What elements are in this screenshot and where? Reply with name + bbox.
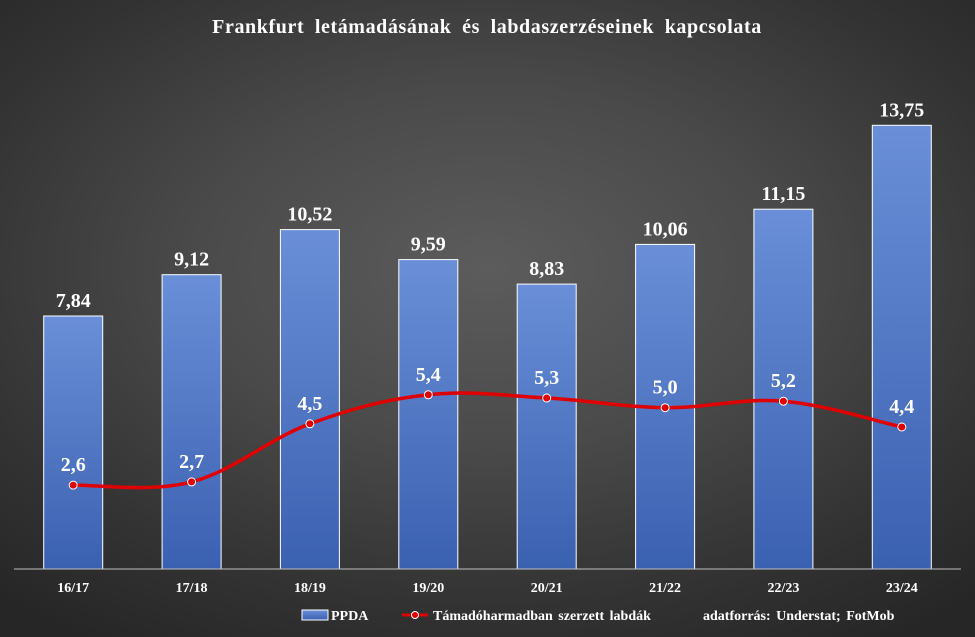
x-tick-label: 19/20	[412, 581, 444, 596]
x-tick-label: 17/18	[176, 581, 208, 596]
line-point	[897, 422, 907, 432]
bar-16-17	[43, 315, 104, 570]
line-point	[660, 403, 670, 413]
bar-value-label: 10,06	[643, 218, 688, 240]
legend-line-marker	[411, 611, 419, 619]
line-value-label: 2,6	[61, 454, 86, 476]
legend: PPDA Támadóharmadban szerzett labdák ada…	[301, 609, 895, 624]
bar-22-23	[753, 208, 814, 570]
legend-source-note: adatforrás: Understat; FotMob	[703, 609, 895, 624]
bar-value-label: 10,52	[287, 204, 332, 226]
line-value-label: 5,2	[771, 370, 796, 392]
x-tick-labels: 16/17 17/18 18/19 19/20 20/21 21/22 22/23 23/24	[57, 581, 917, 596]
line-value-label: 5,4	[416, 364, 441, 386]
legend-ppda-label: PPDA	[331, 609, 369, 624]
bar-value-label: 9,12	[174, 249, 209, 271]
line-value-label: 2,7	[179, 451, 204, 473]
line-point	[305, 419, 315, 429]
legend-line-label: Támadóharmadban szerzett labdák	[433, 609, 651, 624]
line-value-label: 4,5	[297, 393, 322, 415]
legend-ppda-swatch	[301, 609, 329, 621]
bar-value-label: 13,75	[879, 99, 924, 121]
line-point	[542, 393, 552, 403]
line-value-label: 5,0	[653, 377, 678, 399]
x-tick-label: 21/22	[649, 581, 681, 596]
bar-19-20	[398, 259, 459, 570]
line-point	[68, 480, 78, 490]
x-tick-label: 23/24	[886, 581, 918, 596]
line-point	[423, 390, 433, 400]
line-layer: 2,6 2,7 4,5 5,4 5,3 5,0 5,2 4,4	[61, 364, 914, 490]
line-value-label: 4,4	[889, 396, 914, 418]
x-tick-label: 18/19	[294, 581, 326, 596]
x-tick-label: 22/23	[767, 581, 799, 596]
line-value-label: 5,3	[534, 367, 559, 389]
bar-20-21	[516, 283, 577, 570]
x-tick-label: 16/17	[57, 581, 89, 596]
bar-value-label: 9,59	[411, 234, 446, 256]
line-series-path	[71, 391, 904, 490]
bar-value-label: 7,84	[56, 290, 91, 312]
x-tick-label: 20/21	[531, 581, 563, 596]
chart-title: Frankfurt letámadásának és labdaszerzése…	[212, 16, 762, 38]
line-point	[187, 477, 197, 487]
bar-23-24	[871, 124, 932, 570]
bars-layer: 7,84 9,12 10,52 9,59 8,83 10,06 11,15 13,75	[43, 99, 932, 570]
bar-value-label: 11,15	[761, 183, 805, 205]
bar-18-19	[279, 229, 340, 570]
bar-value-label: 8,83	[529, 258, 564, 280]
line-point	[778, 396, 788, 406]
bar-17-18	[161, 274, 222, 570]
